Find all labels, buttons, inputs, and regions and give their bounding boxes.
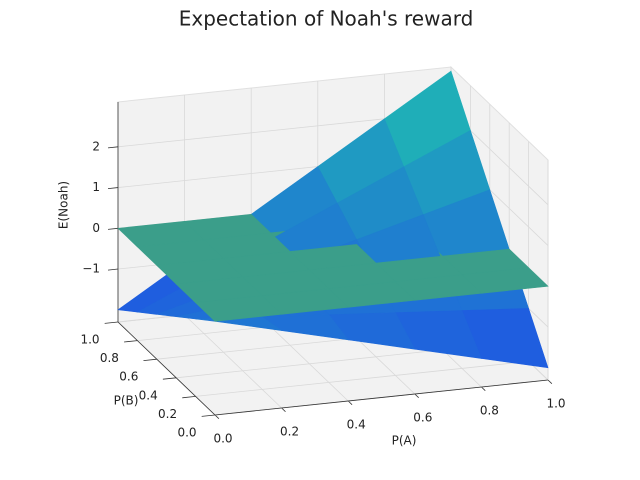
grid-line: [184, 314, 282, 409]
tick-mark: [182, 396, 196, 399]
z-tick-label: 0: [92, 221, 100, 235]
x-tick-label: 0.8: [480, 404, 499, 418]
y-tick-label: 0.4: [139, 388, 158, 402]
z-tick-label: 2: [92, 139, 100, 153]
tick-mark: [107, 268, 119, 271]
tick-mark: [162, 377, 177, 380]
grid-line: [195, 361, 529, 397]
surface-patch: [194, 295, 283, 322]
x-tick-label: 0.2: [280, 425, 299, 439]
y-tick-label: 1.0: [80, 333, 99, 347]
x-tick-label: 0.6: [413, 411, 432, 425]
axis-line: [214, 379, 549, 416]
tick-mark: [104, 321, 119, 324]
tick-mark: [481, 386, 486, 392]
y-tick-label: 0.2: [158, 407, 177, 421]
x-tick-label: 0.4: [347, 418, 366, 432]
tick-mark: [347, 400, 353, 406]
y-axis-label: P(B): [114, 394, 139, 408]
x-tick-label: 1.0: [546, 397, 565, 411]
tick-mark: [214, 414, 220, 420]
tick-mark: [107, 146, 119, 149]
axis-line: [117, 321, 216, 416]
y-tick-label: 0.0: [177, 426, 196, 440]
tick-mark: [547, 379, 553, 385]
x-axis-label: P(A): [392, 434, 417, 448]
y-tick-label: 0.6: [119, 370, 138, 384]
tick-mark: [107, 187, 119, 190]
tick-mark: [414, 393, 419, 399]
y-tick-label: 0.8: [100, 351, 119, 365]
tick-mark: [201, 414, 216, 417]
z-axis-label: E(Noah): [57, 181, 71, 229]
tick-mark: [281, 407, 286, 413]
chart-title: Expectation of Noah's reward: [179, 7, 474, 31]
z-tick-label: 1: [92, 180, 100, 194]
tick-mark: [107, 227, 119, 230]
x-tick-label: 0.0: [213, 432, 232, 446]
tick-mark: [124, 340, 138, 343]
z-tick-label: −1: [82, 262, 100, 276]
tick-mark: [143, 358, 157, 361]
